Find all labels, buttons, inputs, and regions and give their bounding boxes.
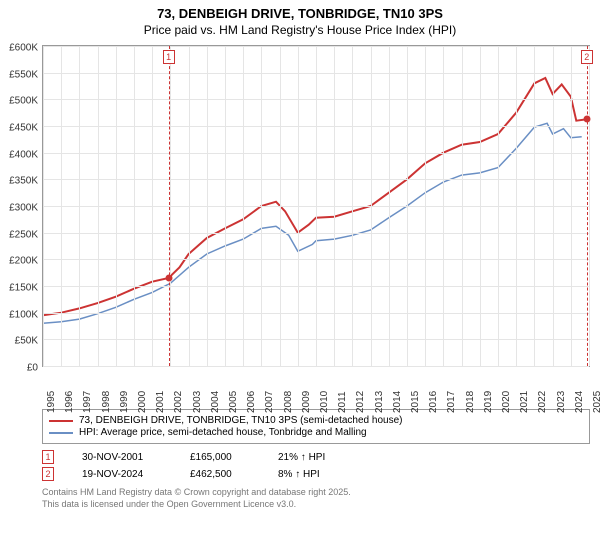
footer-line2: This data is licensed under the Open Gov…	[42, 499, 590, 511]
sale-delta-1: 21% ↑ HPI	[278, 452, 325, 463]
sale-price-2: £462,500	[190, 469, 260, 480]
sale-marker-1: 1	[42, 450, 54, 464]
legend-item-series1: 73, DENBEIGH DRIVE, TONBRIDGE, TN10 3PS …	[49, 415, 583, 426]
sales-table: 1 30-NOV-2001 £165,000 21% ↑ HPI 2 19-NO…	[42, 450, 590, 481]
sale-marker-2: 2	[42, 467, 54, 481]
sale-date-1: 30-NOV-2001	[82, 452, 172, 463]
x-axis-labels: 1995199619971998199920002001200220032004…	[42, 369, 590, 405]
chart-subtitle: Price paid vs. HM Land Registry's House …	[10, 23, 590, 37]
plot-area: 12	[43, 46, 589, 366]
footer-attribution: Contains HM Land Registry data © Crown c…	[42, 487, 590, 510]
legend-label-series1: 73, DENBEIGH DRIVE, TONBRIDGE, TN10 3PS …	[79, 415, 402, 426]
sale-date-2: 19-NOV-2024	[82, 469, 172, 480]
sale-row-2: 2 19-NOV-2024 £462,500 8% ↑ HPI	[42, 467, 590, 481]
legend: 73, DENBEIGH DRIVE, TONBRIDGE, TN10 3PS …	[42, 409, 590, 444]
legend-label-series2: HPI: Average price, semi-detached house,…	[79, 427, 367, 438]
chart-container: 12	[42, 45, 590, 367]
legend-swatch-series2	[49, 432, 73, 434]
footer-line1: Contains HM Land Registry data © Crown c…	[42, 487, 590, 499]
legend-item-series2: HPI: Average price, semi-detached house,…	[49, 427, 583, 438]
chart-title-address: 73, DENBEIGH DRIVE, TONBRIDGE, TN10 3PS	[10, 6, 590, 21]
sale-row-1: 1 30-NOV-2001 £165,000 21% ↑ HPI	[42, 450, 590, 464]
sale-price-1: £165,000	[190, 452, 260, 463]
legend-swatch-series1	[49, 420, 73, 422]
sale-delta-2: 8% ↑ HPI	[278, 469, 320, 480]
